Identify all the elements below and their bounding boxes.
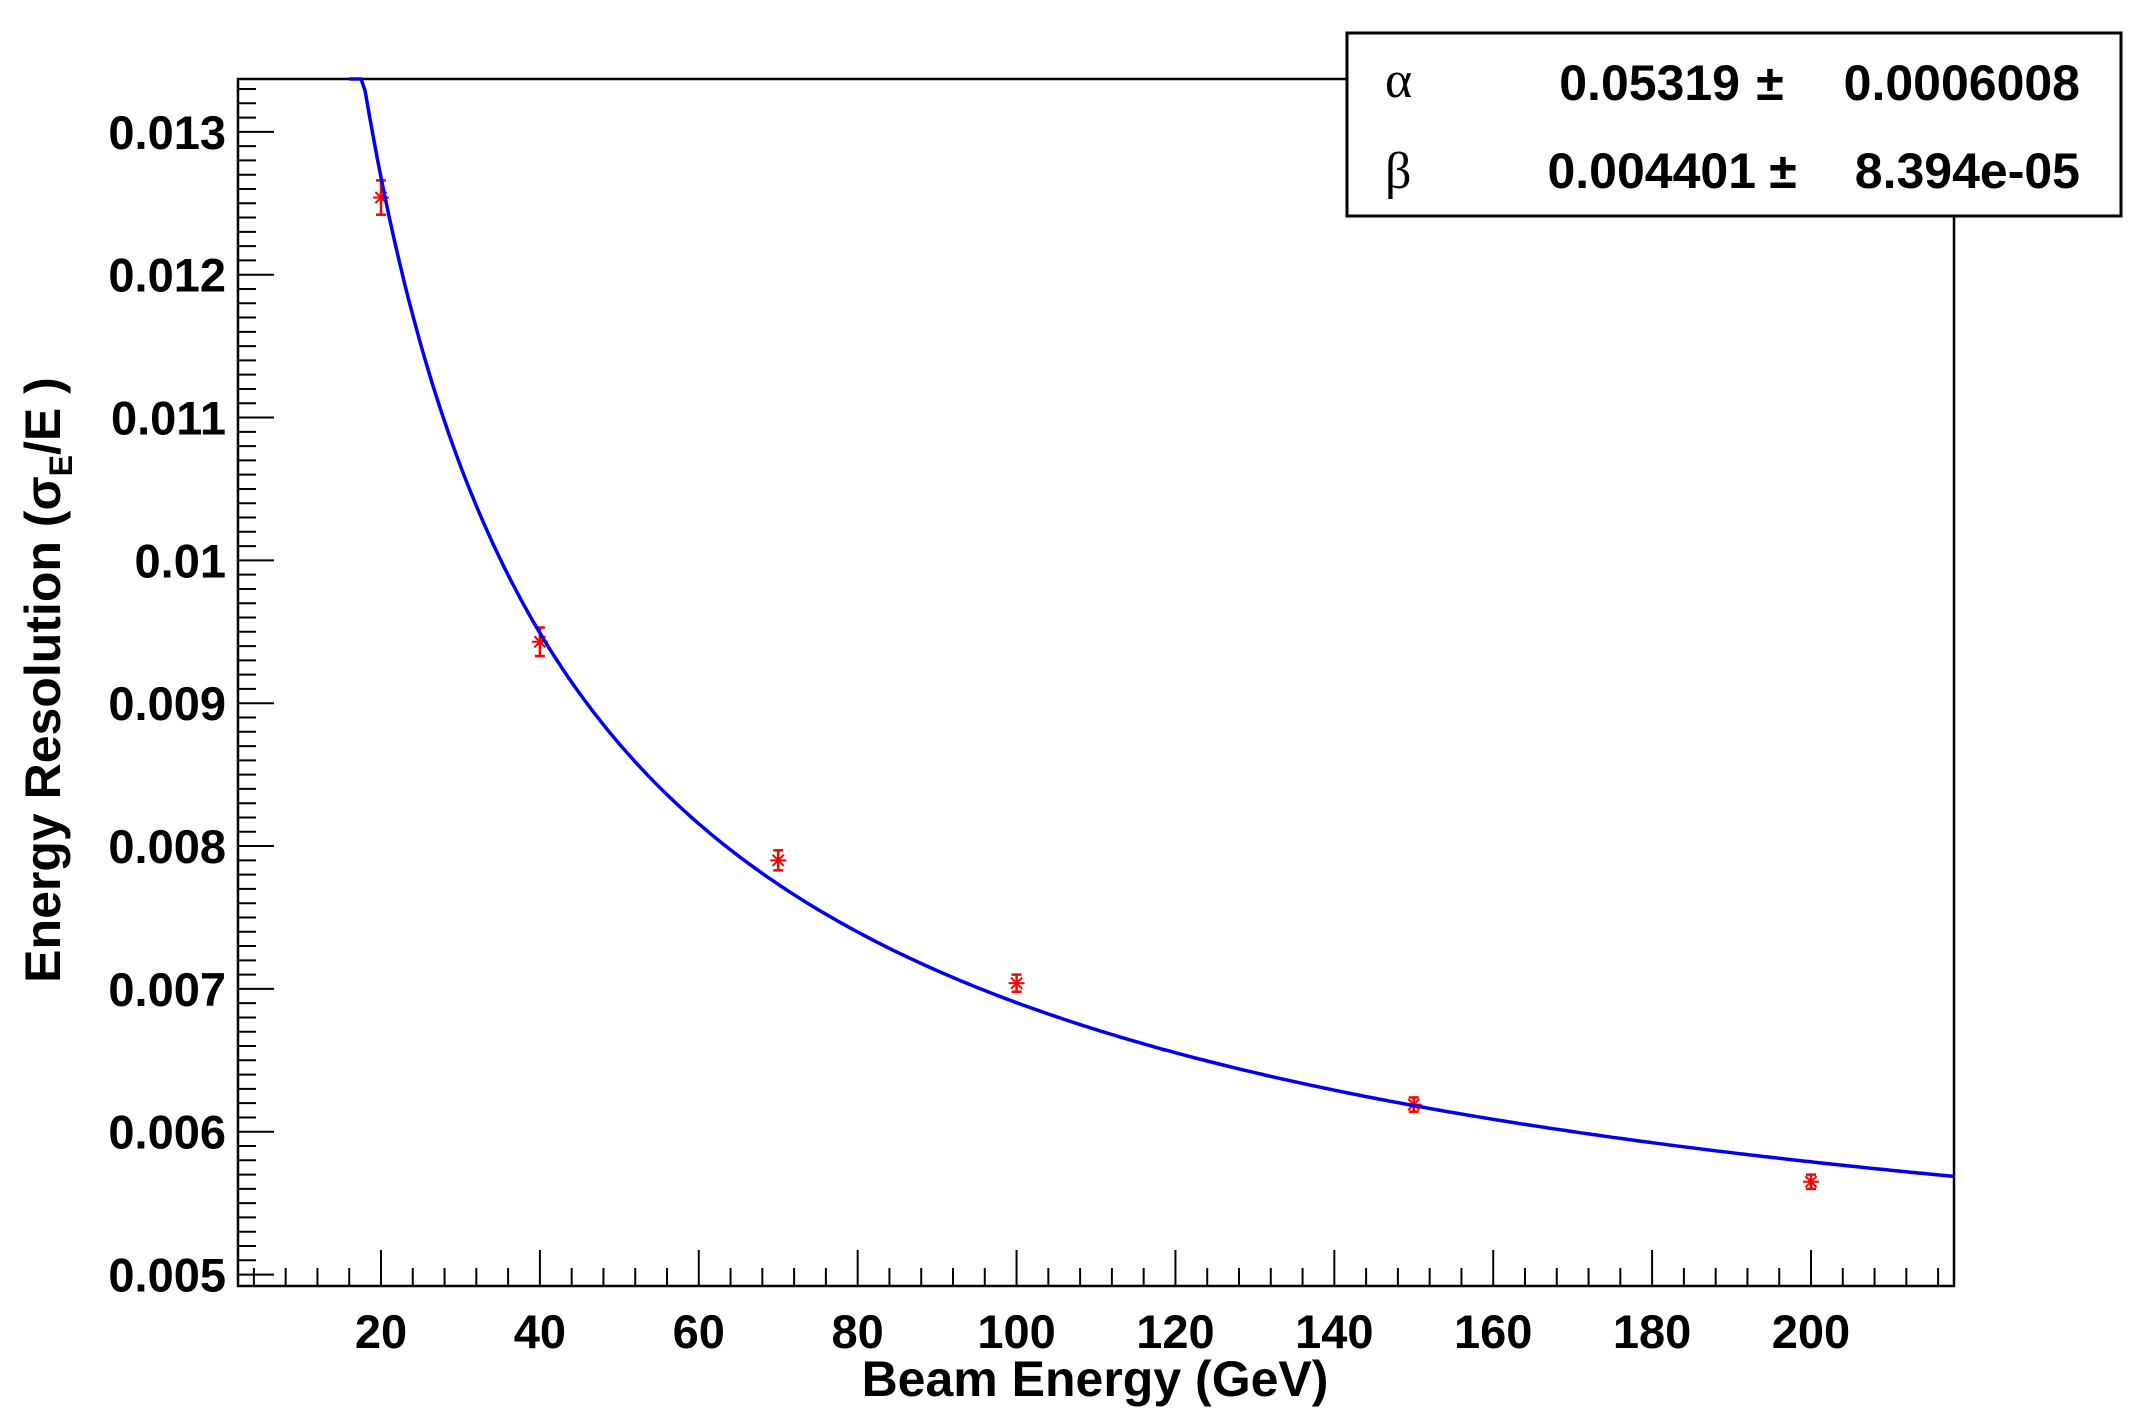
x-tick-label: 60	[673, 1305, 725, 1358]
y-axis-title: Energy Resolution (σE/E )	[15, 377, 79, 983]
y-axis-title-suffix: /E )	[15, 377, 71, 455]
plot-frame	[236, 77, 1956, 1288]
x-tick-label: 180	[1613, 1305, 1691, 1358]
x-tick-label: 20	[355, 1305, 407, 1358]
y-axis-title-prefix: Energy Resolution (	[15, 510, 71, 983]
fit-stats-frame	[1345, 31, 2123, 218]
alpha-value: 0.05319	[1559, 55, 1740, 111]
marker-stroke	[771, 854, 785, 867]
data-point	[1008, 973, 1025, 993]
data-point	[770, 849, 787, 872]
y-tick-label: 0.008	[108, 820, 226, 873]
alpha-pm: ±	[1756, 55, 1783, 111]
plot-area	[236, 77, 1956, 1288]
marker-stroke	[1804, 1175, 1818, 1189]
beta-error: 8.394e-05	[1855, 143, 2080, 199]
beta-symbol: β	[1385, 143, 1411, 200]
fit-curve	[349, 77, 1955, 1179]
x-tick-label: 40	[514, 1305, 566, 1358]
y-tick-label: 0.011	[111, 392, 226, 445]
fit-param-row-beta: β 0.004401 ± 8.394e-05	[1385, 143, 2080, 200]
x-tick-label: 160	[1454, 1305, 1532, 1358]
data-point	[1803, 1173, 1819, 1191]
x-tick-label: 100	[977, 1305, 1055, 1358]
y-tick-label: 0.007	[108, 963, 226, 1016]
beta-value: 0.004401	[1547, 143, 1756, 199]
beta-pm: ±	[1769, 143, 1796, 199]
y-axis: 0.005 0.006 0.007 0.008 0.009 0.01 0.011 0.012 0…	[108, 87, 274, 1302]
fit-stats-box: α 0.05319 ± 0.0006008 β 0.004401 ± 8.394…	[1345, 31, 2123, 218]
y-tick-label: 0.013	[108, 106, 226, 159]
x-tick-label: 80	[832, 1305, 884, 1358]
y-tick-label: 0.009	[108, 677, 226, 730]
y-tick-label: 0.006	[108, 1106, 226, 1159]
x-axis: 20 40 60 80 100 120 140 160 180 200	[252, 1250, 1940, 1358]
alpha-symbol: α	[1385, 52, 1412, 109]
marker-stroke	[1010, 976, 1023, 990]
x-tick-label: 140	[1295, 1305, 1373, 1358]
y-axis-title-sigma: σ	[15, 476, 71, 510]
fit-param-row-alpha: α 0.05319 ± 0.0006008	[1385, 52, 2080, 111]
series-layer	[349, 77, 1955, 1191]
x-axis-title: Beam Energy (GeV)	[862, 1351, 1329, 1407]
y-tick-label: 0.012	[108, 249, 226, 302]
x-tick-label: 120	[1136, 1305, 1214, 1358]
y-tick-label: 0.01	[135, 534, 226, 587]
y-axis-title-subscript: E	[43, 455, 79, 476]
alpha-error: 0.0006008	[1844, 55, 2080, 111]
x-tick-label: 200	[1772, 1305, 1850, 1358]
y-tick-label: 0.005	[108, 1249, 226, 1302]
